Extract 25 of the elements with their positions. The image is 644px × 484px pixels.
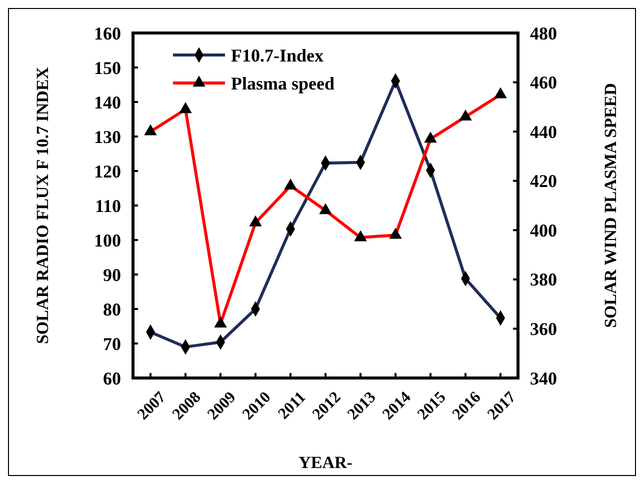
y2-tick-label: 460 bbox=[530, 72, 557, 93]
y-tick-label: 160 bbox=[94, 23, 121, 44]
y2-tick-label: 480 bbox=[530, 23, 557, 44]
y2-tick-label: 380 bbox=[530, 270, 557, 290]
y-tick-label: 150 bbox=[94, 58, 121, 78]
y-tick-label: 60 bbox=[103, 368, 121, 388]
y2-tick-label: 440 bbox=[530, 122, 557, 142]
y-tick-label: 120 bbox=[94, 161, 121, 182]
y-tick-label: 80 bbox=[103, 299, 121, 320]
y2-axis-title: SOLAR WIND PLASMA SPEED bbox=[601, 83, 620, 328]
y-axis-title: SOLAR RADIO FLUX F 10.7 INDEX bbox=[33, 66, 52, 344]
legend-label: F10.7-Index bbox=[231, 45, 324, 66]
y-tick-label: 100 bbox=[94, 230, 121, 250]
y-tick-label: 140 bbox=[94, 92, 121, 112]
y2-tick-label: 340 bbox=[530, 368, 557, 388]
y-tick-label: 90 bbox=[103, 264, 121, 285]
y-tick-label: 110 bbox=[94, 196, 121, 216]
x-tick-label: 2011 bbox=[275, 388, 310, 423]
y2-tick-label: 420 bbox=[530, 171, 557, 192]
x-axis-title: YEAR- bbox=[298, 453, 353, 472]
y2-tick-label: 400 bbox=[530, 220, 557, 240]
legend-label: Plasma speed bbox=[231, 73, 334, 94]
y-tick-label: 130 bbox=[94, 126, 121, 147]
y2-tick-label: 360 bbox=[530, 319, 557, 340]
y-tick-label: 70 bbox=[103, 334, 121, 354]
